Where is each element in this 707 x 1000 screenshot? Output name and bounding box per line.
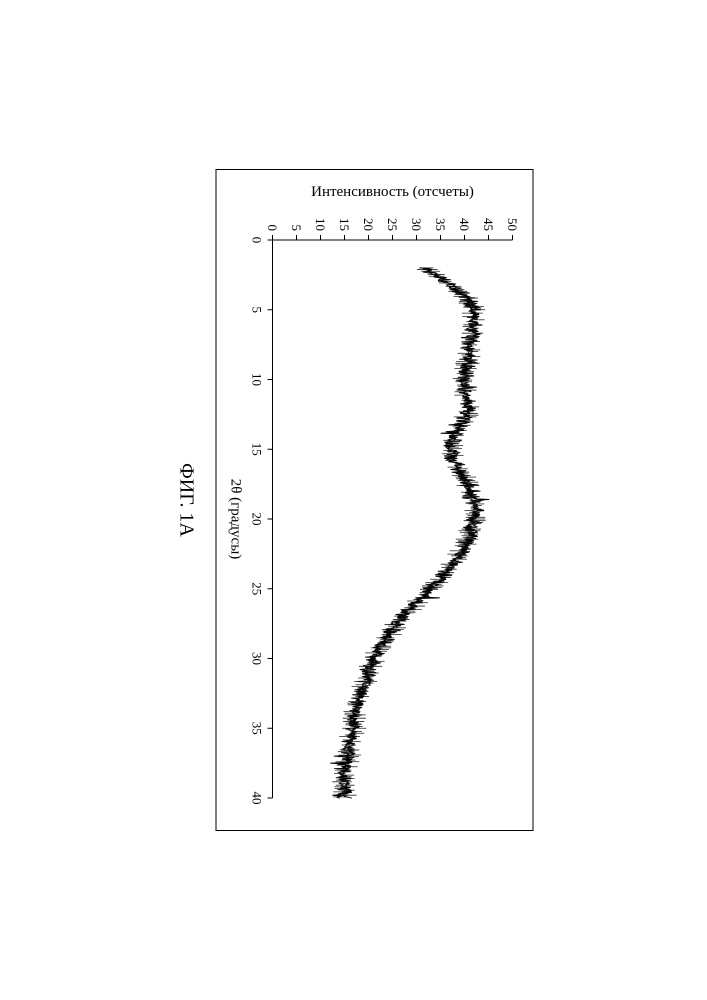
svg-text:10: 10 <box>249 373 264 386</box>
figure-rotated-container: 0 5 10 15 20 25 30 35 40 0 5 10 15 20 25 30 35 40 45 50 2θ (… <box>174 169 533 831</box>
svg-text:5: 5 <box>249 307 264 314</box>
svg-text:35: 35 <box>249 722 264 735</box>
svg-text:25: 25 <box>249 582 264 595</box>
figure-caption-text: ФИГ. 1A <box>175 463 197 537</box>
svg-text:15: 15 <box>336 218 351 231</box>
svg-text:25: 25 <box>384 218 399 231</box>
svg-text:40: 40 <box>249 792 264 805</box>
svg-text:20: 20 <box>360 218 375 231</box>
svg-text:0: 0 <box>264 225 279 232</box>
svg-text:35: 35 <box>432 218 447 231</box>
svg-text:30: 30 <box>249 652 264 665</box>
xrd-chart: 0 5 10 15 20 25 30 35 40 0 5 10 15 20 25 30 35 40 45 50 2θ (… <box>224 178 524 818</box>
figure-caption: ФИГ. 1A <box>174 169 197 831</box>
svg-text:0: 0 <box>249 237 264 244</box>
svg-text:10: 10 <box>312 218 327 231</box>
svg-text:40: 40 <box>456 218 471 231</box>
svg-text:30: 30 <box>408 218 423 231</box>
svg-text:5: 5 <box>288 225 303 232</box>
svg-text:50: 50 <box>504 218 519 231</box>
svg-text:2θ (градусы): 2θ (градусы) <box>227 479 243 560</box>
chart-frame: 0 5 10 15 20 25 30 35 40 0 5 10 15 20 25 30 35 40 45 50 2θ (… <box>215 169 533 831</box>
svg-text:Интенсивность (отсчеты): Интенсивность (отсчеты) <box>311 184 474 200</box>
svg-text:15: 15 <box>249 443 264 456</box>
svg-text:45: 45 <box>480 218 495 231</box>
svg-text:20: 20 <box>249 513 264 526</box>
